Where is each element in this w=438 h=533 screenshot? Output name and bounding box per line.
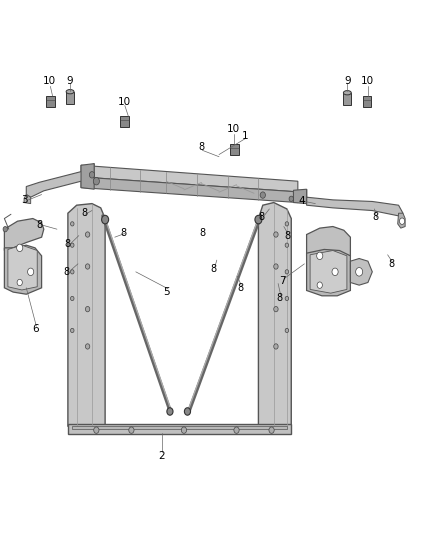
Circle shape bbox=[167, 408, 173, 415]
Text: 8: 8 bbox=[276, 294, 283, 303]
Text: 8: 8 bbox=[237, 283, 243, 293]
Text: 8: 8 bbox=[211, 264, 217, 274]
Text: 8: 8 bbox=[198, 142, 205, 151]
Circle shape bbox=[102, 215, 109, 224]
Circle shape bbox=[71, 296, 74, 301]
Circle shape bbox=[274, 264, 278, 269]
Text: 8: 8 bbox=[199, 229, 205, 238]
Polygon shape bbox=[307, 189, 403, 216]
Text: 2: 2 bbox=[159, 451, 166, 461]
Text: 10: 10 bbox=[43, 76, 56, 86]
Text: 8: 8 bbox=[258, 213, 265, 222]
Text: 8: 8 bbox=[285, 231, 291, 240]
Polygon shape bbox=[81, 165, 298, 192]
Polygon shape bbox=[26, 164, 94, 197]
Polygon shape bbox=[230, 144, 239, 155]
Polygon shape bbox=[350, 259, 372, 285]
Circle shape bbox=[71, 328, 74, 333]
Circle shape bbox=[3, 227, 7, 232]
Polygon shape bbox=[72, 426, 287, 429]
Polygon shape bbox=[68, 424, 291, 434]
Polygon shape bbox=[81, 164, 94, 189]
Circle shape bbox=[85, 232, 90, 237]
Polygon shape bbox=[307, 249, 350, 296]
Text: 8: 8 bbox=[64, 267, 70, 277]
Circle shape bbox=[71, 243, 74, 247]
Circle shape bbox=[71, 222, 74, 226]
Ellipse shape bbox=[343, 91, 351, 95]
Polygon shape bbox=[24, 195, 31, 204]
Circle shape bbox=[71, 270, 74, 274]
Circle shape bbox=[181, 427, 187, 433]
Circle shape bbox=[332, 268, 338, 276]
Circle shape bbox=[274, 232, 278, 237]
Circle shape bbox=[93, 177, 99, 185]
Circle shape bbox=[289, 196, 293, 201]
Polygon shape bbox=[343, 93, 351, 105]
Circle shape bbox=[317, 282, 322, 288]
Text: 4: 4 bbox=[299, 196, 306, 206]
Polygon shape bbox=[4, 245, 42, 294]
Polygon shape bbox=[120, 116, 129, 127]
Text: 1: 1 bbox=[242, 131, 249, 141]
Circle shape bbox=[285, 243, 289, 247]
Text: 6: 6 bbox=[32, 325, 39, 334]
Circle shape bbox=[317, 252, 323, 260]
Text: 3: 3 bbox=[21, 195, 28, 205]
Polygon shape bbox=[363, 96, 371, 107]
Text: 8: 8 bbox=[65, 239, 71, 249]
Text: 8: 8 bbox=[36, 220, 42, 230]
Circle shape bbox=[356, 268, 363, 276]
Text: 10: 10 bbox=[360, 76, 374, 86]
Text: 5: 5 bbox=[163, 287, 170, 297]
Circle shape bbox=[28, 268, 34, 276]
Circle shape bbox=[285, 296, 289, 301]
Text: 9: 9 bbox=[344, 76, 351, 86]
Polygon shape bbox=[66, 92, 74, 104]
Circle shape bbox=[285, 270, 289, 274]
Ellipse shape bbox=[66, 90, 74, 94]
Polygon shape bbox=[46, 96, 55, 107]
Text: 8: 8 bbox=[373, 213, 379, 222]
Circle shape bbox=[94, 427, 99, 433]
Circle shape bbox=[129, 427, 134, 433]
Polygon shape bbox=[68, 204, 105, 426]
Polygon shape bbox=[398, 213, 405, 228]
Polygon shape bbox=[8, 245, 37, 290]
Polygon shape bbox=[293, 189, 307, 204]
Text: 10: 10 bbox=[227, 124, 240, 134]
Polygon shape bbox=[81, 177, 298, 203]
Polygon shape bbox=[310, 251, 347, 293]
Text: 9: 9 bbox=[67, 76, 74, 86]
Circle shape bbox=[274, 344, 278, 349]
Circle shape bbox=[399, 218, 405, 224]
Text: 8: 8 bbox=[81, 208, 87, 218]
Circle shape bbox=[17, 244, 23, 252]
Polygon shape bbox=[258, 203, 291, 426]
Text: 8: 8 bbox=[120, 229, 127, 238]
Circle shape bbox=[285, 328, 289, 333]
Circle shape bbox=[89, 172, 95, 178]
Circle shape bbox=[260, 192, 265, 198]
Circle shape bbox=[269, 427, 274, 433]
Circle shape bbox=[285, 222, 289, 226]
Circle shape bbox=[255, 215, 262, 224]
Circle shape bbox=[85, 306, 90, 312]
Text: 8: 8 bbox=[388, 259, 394, 269]
Polygon shape bbox=[4, 219, 44, 251]
Circle shape bbox=[17, 279, 22, 286]
Circle shape bbox=[85, 264, 90, 269]
Text: 10: 10 bbox=[117, 98, 131, 107]
Circle shape bbox=[184, 408, 191, 415]
Polygon shape bbox=[307, 227, 350, 264]
Circle shape bbox=[234, 427, 239, 433]
Text: 7: 7 bbox=[279, 277, 286, 286]
Circle shape bbox=[85, 344, 90, 349]
Circle shape bbox=[274, 306, 278, 312]
